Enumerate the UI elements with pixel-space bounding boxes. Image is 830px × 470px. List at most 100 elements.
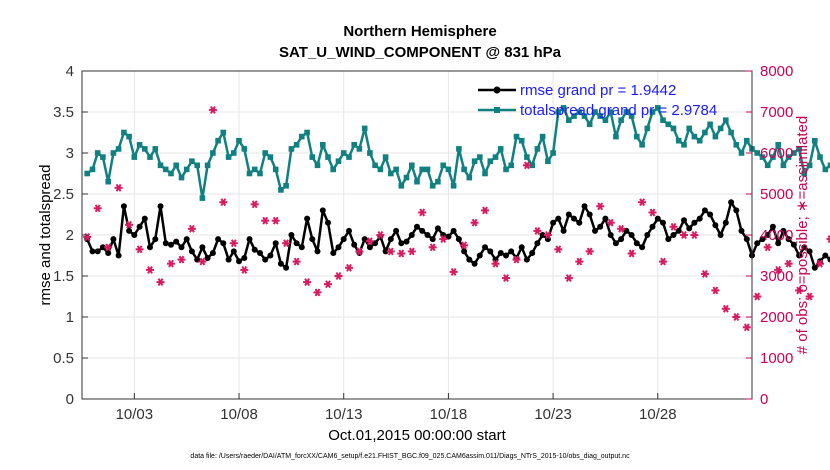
totalspread-point xyxy=(450,183,457,189)
rmse-point xyxy=(267,252,274,259)
legend-label-totalspread: totalspread grand pr = 2.9784 xyxy=(520,102,717,119)
totalspread-point xyxy=(131,154,138,160)
totalspread-point xyxy=(204,162,211,169)
rmse-point xyxy=(550,219,557,226)
totalspread-point xyxy=(639,142,645,148)
rmse-point xyxy=(241,255,248,261)
x-tick-label: 10/08 xyxy=(220,406,258,423)
obs-assimilated-point xyxy=(659,257,667,266)
totalspread-point xyxy=(262,150,268,156)
obs-star-stroke xyxy=(367,237,373,246)
totalspread-point xyxy=(105,178,111,185)
totalspread-point xyxy=(560,105,567,111)
legend-marker-rmse xyxy=(493,86,501,94)
obs-star-stroke xyxy=(189,224,195,233)
y-right-tick-label: 2000 xyxy=(760,309,793,326)
obs-assimilated-point xyxy=(617,224,626,233)
y-right-tick-label: 0 xyxy=(760,391,768,408)
rmse-point xyxy=(681,217,687,224)
obs-star-stroke xyxy=(94,204,101,213)
totalspread-point xyxy=(482,170,488,177)
obs-star-stroke xyxy=(126,220,132,229)
obs-star-stroke xyxy=(450,267,457,276)
obs-star-stroke xyxy=(796,286,802,295)
totalspread-point xyxy=(707,121,713,128)
rmse-point xyxy=(398,240,405,247)
totalspread-point xyxy=(288,146,295,152)
rmse-point xyxy=(607,232,614,238)
totalspread-point xyxy=(723,117,729,123)
obs-assimilated-point xyxy=(198,257,207,266)
rmse-point xyxy=(262,256,269,263)
totalspread-point xyxy=(497,146,504,152)
totalspread-point xyxy=(377,166,384,173)
rmse-point xyxy=(628,232,635,238)
rmse-point xyxy=(775,240,782,247)
rmse-point xyxy=(811,264,818,271)
totalspread-point xyxy=(173,162,179,169)
totalspread-point xyxy=(812,137,818,144)
obs-star-stroke xyxy=(419,208,426,217)
obs-star-stroke xyxy=(335,272,342,280)
x-tick-label: 10/18 xyxy=(430,406,468,423)
totalspread-point xyxy=(220,129,227,136)
obs-assimilated-point xyxy=(397,249,406,258)
rmse-point xyxy=(466,256,473,263)
totalspread-point xyxy=(215,137,221,144)
rmse-point xyxy=(408,232,415,238)
totalspread-point xyxy=(194,162,200,169)
rmse-point xyxy=(131,232,138,238)
rmse-point xyxy=(414,223,420,230)
rmse-point xyxy=(309,236,316,243)
totalspread-point xyxy=(398,183,405,189)
rmse-point xyxy=(529,250,536,256)
totalspread-point xyxy=(539,133,546,140)
obs-assimilated-point xyxy=(345,263,353,272)
y-tick-label: 4 xyxy=(66,63,74,80)
obs-assimilated-point xyxy=(146,265,154,274)
obs-assimilated-point xyxy=(104,243,113,252)
obs-assimilated-point xyxy=(135,245,144,254)
y-axis-label: rmse and totalspread xyxy=(37,165,54,306)
rmse-point xyxy=(670,232,677,238)
totalspread-point xyxy=(189,158,195,164)
data-file-footnote: data file: /Users/raeder/DAI/ATM_forcXX/… xyxy=(190,453,630,460)
totalspread-point xyxy=(110,150,117,156)
rmse-point xyxy=(419,227,426,234)
totalspread-point xyxy=(660,117,666,123)
rmse-point xyxy=(429,236,436,243)
obs-assimilated-point xyxy=(606,218,615,227)
totalspread-point xyxy=(325,154,331,160)
y-right-tick-label: 3000 xyxy=(760,268,793,285)
rmse-point xyxy=(827,256,830,263)
obs-assimilated-point xyxy=(742,323,751,332)
totalspread-point xyxy=(712,133,719,140)
totalspread-point xyxy=(702,129,708,136)
obs-assimilated-point xyxy=(470,218,479,227)
obs-star-stroke xyxy=(325,280,331,289)
totalspread-point xyxy=(555,109,562,115)
obs-assimilated-point xyxy=(156,278,165,287)
ticks: 0 0.5 1 1.5 2 2.5 3 3.5 4 0 1000 2000 3000 4000 5000 60… xyxy=(53,63,793,423)
obs-assimilated-point xyxy=(334,272,343,280)
totalspread-point xyxy=(791,150,797,156)
rmse-point xyxy=(204,255,211,261)
totalspread-point xyxy=(84,170,90,177)
totalspread-point xyxy=(121,129,127,136)
y-right-tick-label: 1000 xyxy=(760,350,793,367)
rmse-point xyxy=(780,227,787,234)
y-tick-label: 1 xyxy=(66,309,74,326)
totalspread-point xyxy=(89,166,96,173)
totalspread-point xyxy=(796,146,802,152)
obs-star-stroke xyxy=(136,245,143,254)
totalspread-point xyxy=(581,113,588,119)
obs-assimilated-point xyxy=(93,204,102,213)
totalspread-point xyxy=(94,150,101,156)
obs-star-stroke xyxy=(220,198,227,207)
totalspread-point xyxy=(728,129,734,136)
obs-star-stroke xyxy=(681,231,687,239)
obs-assimilated-point xyxy=(732,313,741,321)
totalspread-point xyxy=(550,150,556,156)
rmse-point xyxy=(340,236,347,243)
